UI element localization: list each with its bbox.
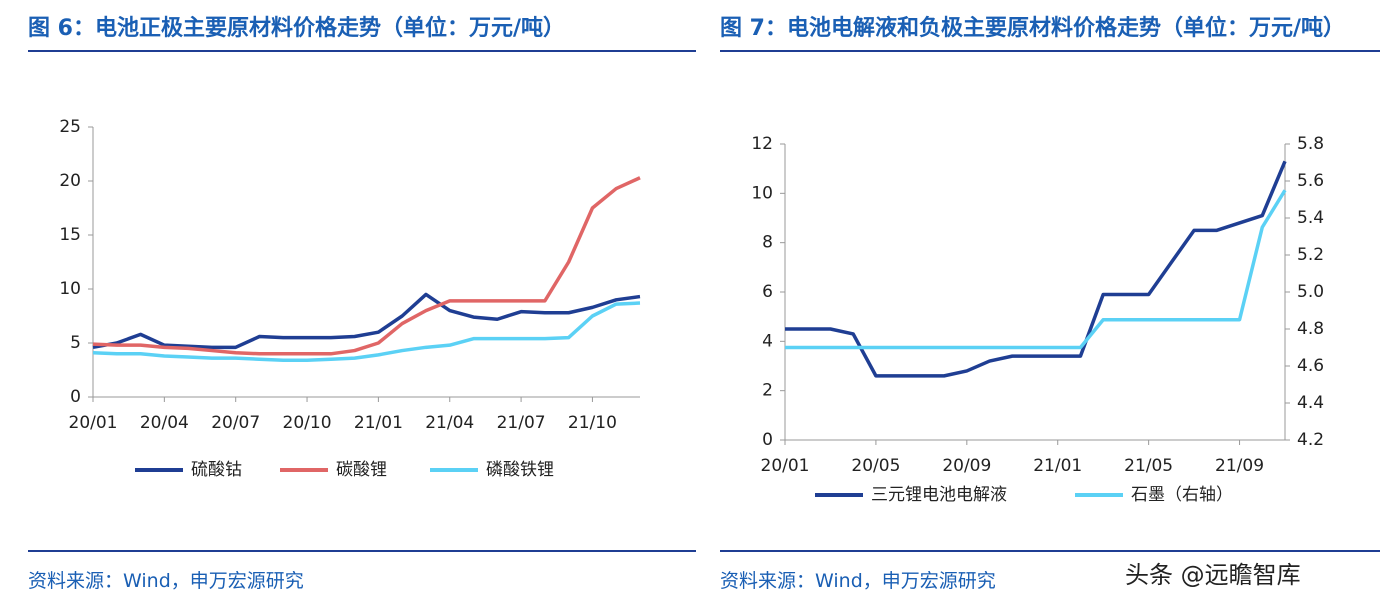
y-tick-label: 20 [59,171,81,191]
series-line [785,160,1287,378]
legend-label: 三元锂电池电解液 [871,485,1007,505]
y2-tick-label: 4.8 [1297,319,1324,339]
y-tick-label: 10 [59,279,81,299]
x-tick-label: 21/01 [1033,456,1082,476]
x-tick-label: 21/04 [425,413,474,433]
chart-title: 图 6：电池正极主要原材料价格走势（单位：万元/吨） [28,10,696,52]
y-tick-label: 15 [59,225,81,245]
x-tick-label: 21/01 [354,413,403,433]
y2-tick-label: 5.2 [1297,245,1324,265]
x-tick-label: 21/10 [568,413,617,433]
y2-tick-label: 4.4 [1297,393,1324,413]
source: 资料来源：Wind，申万宏源研究 [720,550,1380,593]
y-tick-label: 0 [762,430,773,450]
x-tick-label: 21/05 [1124,456,1173,476]
x-tick-label: 20/10 [283,413,332,433]
legend-label: 硫酸钴 [191,460,242,480]
y2-tick-label: 5.4 [1297,208,1324,228]
y-tick-label: 8 [762,233,773,253]
series-line [92,176,641,356]
x-tick-label: 20/09 [942,456,991,476]
x-tick-label: 20/07 [211,413,260,433]
y-tick-label: 0 [70,387,81,407]
chart-title: 图 7：电池电解液和负极主要原材料价格走势（单位：万元/吨） [720,10,1380,52]
y2-tick-label: 5.6 [1297,171,1324,191]
watermark: 头条 @远瞻智库 [1125,561,1301,589]
x-tick-label: 20/01 [761,456,810,476]
y2-tick-label: 5.0 [1297,282,1324,302]
y-tick-label: 4 [762,331,773,351]
legend-label: 磷酸铁锂 [486,460,554,480]
y-tick-label: 12 [751,134,773,154]
y2-tick-label: 5.8 [1297,134,1324,154]
y-tick-label: 25 [59,117,81,137]
x-tick-label: 20/04 [140,413,189,433]
y-tick-label: 5 [70,333,81,353]
y2-tick-label: 4.2 [1297,430,1324,450]
y-tick-label: 2 [762,381,773,401]
series-line [785,189,1287,350]
x-tick-label: 21/07 [497,413,546,433]
x-tick-label: 20/01 [69,413,118,433]
y2-tick-label: 4.6 [1297,356,1324,376]
y-tick-label: 10 [751,183,773,203]
legend-label: 石墨（右轴） [1131,485,1233,505]
y-tick-label: 6 [762,282,773,302]
x-tick-label: 21/09 [1215,456,1264,476]
source: 资料来源：Wind，申万宏源研究 [28,550,696,593]
series-line [92,301,641,363]
legend-label: 碳酸锂 [336,460,387,480]
series-line [92,292,641,350]
x-tick-label: 20/05 [851,456,900,476]
